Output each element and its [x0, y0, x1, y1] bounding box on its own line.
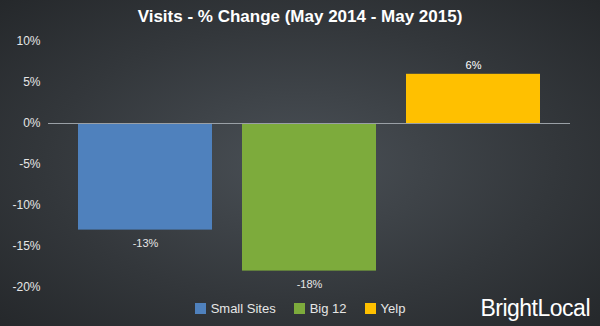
- svg-text:-5%: -5%: [19, 157, 41, 171]
- svg-text:5%: 5%: [23, 75, 41, 89]
- svg-text:10%: 10%: [16, 34, 40, 48]
- svg-text:-20%: -20%: [12, 280, 40, 294]
- svg-text:0%: 0%: [23, 116, 41, 130]
- svg-text:-18%: -18%: [297, 278, 323, 290]
- html-text:BrightLocal: BrightLocal: [480, 295, 590, 321]
- html-text:Yelp: Yelp: [380, 301, 406, 316]
- svg-text:-15%: -15%: [12, 239, 40, 253]
- svg-text:6%: 6%: [466, 59, 482, 71]
- html-text:Visits - % Change (May 2014 -: Visits - % Change (May 2014 - May 2015): [137, 7, 463, 26]
- svg-text:-13%: -13%: [133, 237, 159, 249]
- svg-text:-10%: -10%: [12, 198, 40, 212]
- html-text:Big 12: Big 12: [309, 301, 347, 316]
- html-text:Small Sites: Small Sites: [210, 301, 276, 316]
